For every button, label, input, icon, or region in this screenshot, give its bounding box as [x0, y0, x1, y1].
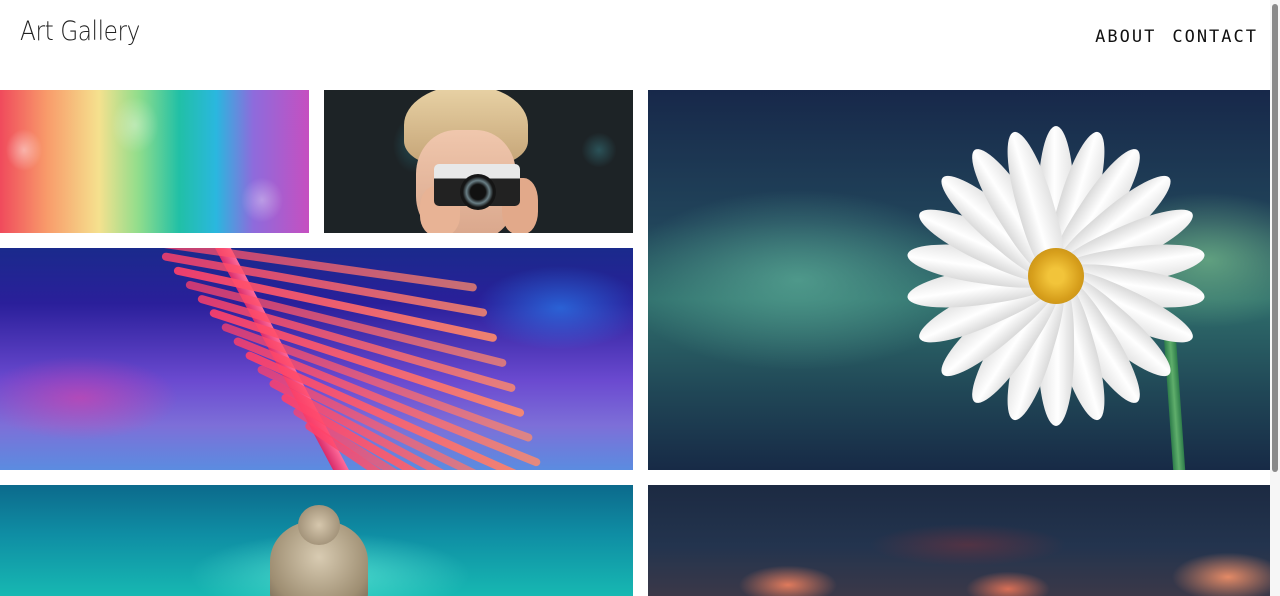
site-logo[interactable]: Art Gallery	[20, 16, 140, 47]
page-scrollbar[interactable]	[1270, 0, 1280, 596]
gallery-image-teal-tree[interactable]	[0, 485, 633, 596]
scrollbar-thumb[interactable]	[1272, 4, 1278, 472]
nav-about-link[interactable]: ABOUT	[1095, 27, 1157, 47]
gallery-image-neon-leaf[interactable]	[0, 248, 633, 470]
gallery-image-daisy[interactable]	[648, 90, 1280, 470]
gallery-image-dusk-clouds[interactable]	[648, 485, 1280, 596]
gallery-image-rainbow-smoke[interactable]	[0, 90, 309, 233]
nav-contact-link[interactable]: CONTACT	[1172, 27, 1258, 47]
gallery-image-photographer[interactable]	[324, 90, 633, 233]
site-header: Art Gallery ABOUT CONTACT	[0, 0, 1270, 80]
main-nav: ABOUT CONTACT	[1095, 27, 1258, 47]
